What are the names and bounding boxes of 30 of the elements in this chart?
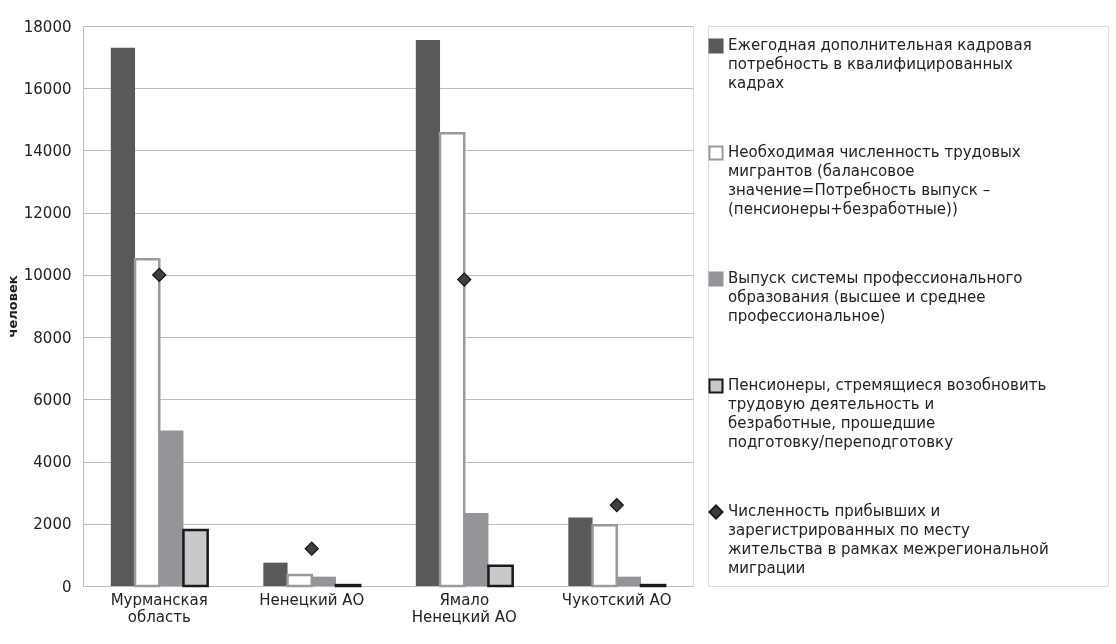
y-tick-label: 8000 (33, 328, 72, 347)
bar (568, 517, 593, 586)
y-tick-label: 14000 (23, 141, 72, 160)
y-tick-label: 12000 (23, 204, 72, 223)
y-tick-label: 10000 (23, 266, 72, 285)
bar (487, 564, 514, 588)
x-tick-label: Чукотский АО (561, 590, 672, 609)
point (304, 541, 319, 556)
y-axis-title: человек (4, 275, 20, 338)
legend-label: Необходимая численность трудовых мигрантов (балансовое значение=Потребность выпуск – (пенсионеры+безработные)) (728, 143, 1021, 218)
bar (263, 562, 288, 586)
x-tick-label: Ямало Ненецкий АО (411, 590, 517, 626)
legend-label: Численность прибывших и зарегистрированных по месту жительства в рамках межрегиональной миграции (728, 502, 1049, 577)
legend-label: Выпуск системы профессионального образования (высшее и среднее профессиональное) (728, 269, 1023, 325)
y-tick-label: 0 (61, 577, 72, 596)
bar (182, 528, 209, 588)
y-tick-label: 2000 (33, 515, 72, 534)
legend-label: Ежегодная дополнительная кадровая потребность в квалифицированных кадрах (728, 36, 1032, 92)
point (609, 497, 624, 513)
legend-label: Пенсионеры, стремящиеся возобновить трудовую деятельность и безработные, прошедшие подготовку/переподготовку (728, 376, 1047, 451)
x-tick-label: Ненецкий АО (259, 590, 365, 609)
y-tick-label: 18000 (23, 17, 72, 36)
point (457, 272, 472, 287)
y-tick-label: 4000 (33, 453, 72, 472)
y-tick-label: 6000 (33, 390, 72, 409)
y-tick-label: 16000 (23, 79, 72, 98)
x-tick-label: Мурманская область (110, 590, 208, 626)
point (152, 267, 167, 283)
bar (110, 47, 136, 586)
bar (415, 40, 441, 586)
